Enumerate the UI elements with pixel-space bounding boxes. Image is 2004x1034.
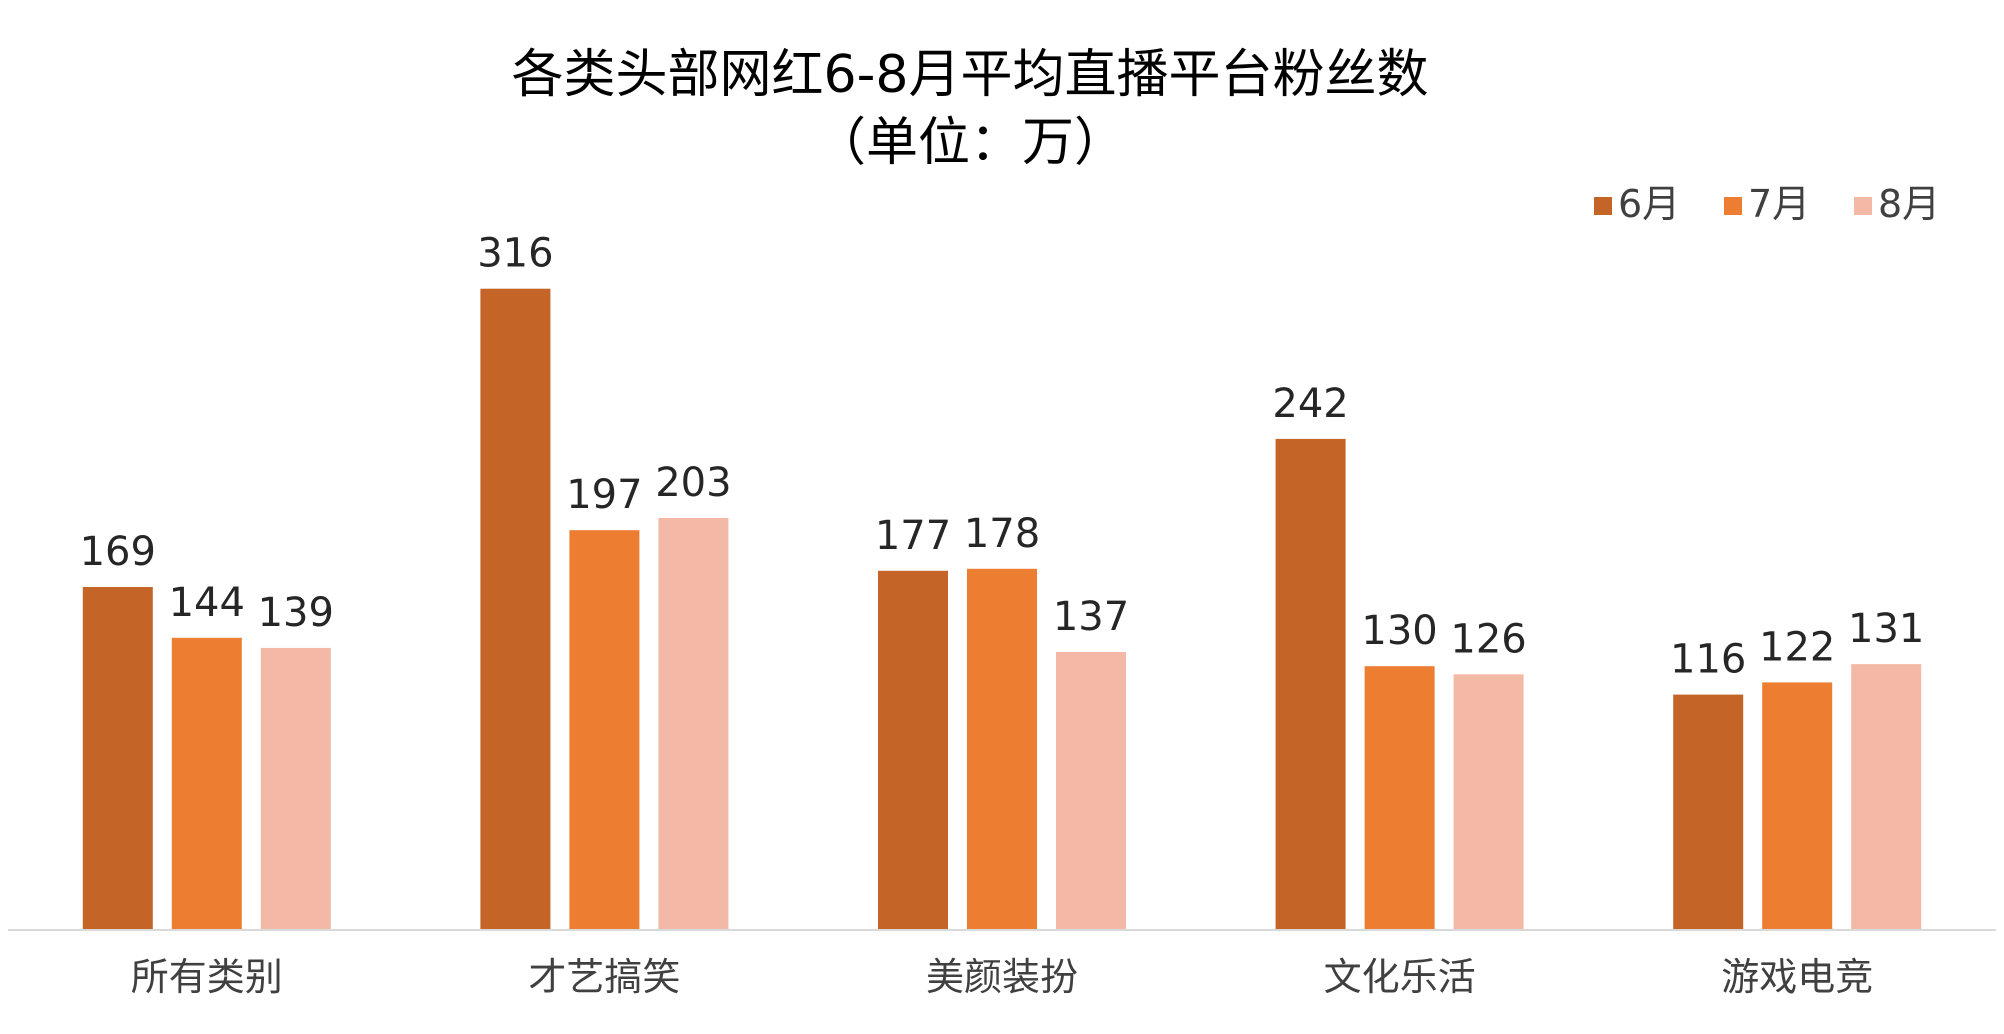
value-labels: 169 144 139 316 197 203 177 178 137 242 130 126 116 1… (80, 231, 1925, 683)
data-label-series-2-category-1: 144 (169, 580, 245, 626)
data-label-series-1-category-1: 169 (80, 529, 156, 575)
category-label-2: 才艺搞笑 (528, 955, 680, 999)
chart-legend: 6月 7月 8月 (1594, 182, 1940, 226)
bar-series-2-category-2 (569, 530, 640, 930)
bar-series-3-category-1 (260, 647, 331, 930)
bar-series-2-category-5 (1762, 682, 1833, 930)
category-label-1: 所有类别 (131, 955, 283, 999)
data-label-series-2-category-2: 197 (566, 472, 642, 518)
legend-swatch-series-1 (1594, 197, 1612, 215)
bar-series-1-category-3 (878, 570, 948, 930)
chart-title: 各类头部网红6-8月平均直播平台粉丝数 (512, 45, 1429, 105)
bar-series-2-category-4 (1364, 666, 1435, 930)
data-label-series-2-category-5: 122 (1759, 624, 1835, 670)
bar-series-3-category-3 (1056, 652, 1126, 930)
data-label-series-3-category-1: 139 (258, 590, 334, 636)
data-label-series-1-category-5: 116 (1670, 637, 1746, 683)
data-label-series-1-category-3: 177 (875, 513, 951, 559)
bar-series-3-category-5 (1851, 664, 1922, 930)
legend-label-series-1: 6月 (1618, 182, 1680, 226)
category-label-3: 美颜装扮 (926, 955, 1078, 999)
data-label-series-2-category-4: 130 (1361, 608, 1437, 654)
bar-series-1-category-1 (82, 587, 153, 930)
legend-swatch-series-2 (1724, 197, 1742, 215)
data-label-series-3-category-5: 131 (1848, 606, 1924, 652)
bar-group (82, 288, 1922, 930)
chart-subtitle: （单位：万） (814, 113, 1126, 173)
bar-series-2-category-3 (967, 568, 1037, 930)
legend-swatch-series-3 (1854, 197, 1872, 215)
data-label-series-1-category-4: 242 (1272, 381, 1348, 427)
data-label-series-3-category-4: 126 (1450, 616, 1526, 662)
legend-label-series-3: 8月 (1878, 182, 1940, 226)
data-label-series-2-category-3: 178 (964, 511, 1040, 557)
bar-series-2-category-1 (171, 637, 242, 930)
data-label-series-3-category-3: 137 (1053, 594, 1129, 640)
bar-series-1-category-5 (1673, 694, 1744, 930)
bar-series-3-category-4 (1453, 674, 1524, 930)
legend-label-series-2: 7月 (1748, 182, 1810, 226)
category-axis-labels: 所有类别 才艺搞笑 美颜装扮 文化乐活 游戏电竞 (131, 955, 1873, 999)
category-label-5: 游戏电竞 (1721, 955, 1873, 999)
bar-series-3-category-2 (658, 518, 729, 930)
bar-series-1-category-4 (1275, 438, 1346, 930)
bar-series-1-category-2 (480, 288, 551, 930)
data-label-series-3-category-2: 203 (655, 460, 731, 506)
data-label-series-1-category-2: 316 (477, 231, 553, 277)
category-label-4: 文化乐活 (1324, 955, 1476, 999)
